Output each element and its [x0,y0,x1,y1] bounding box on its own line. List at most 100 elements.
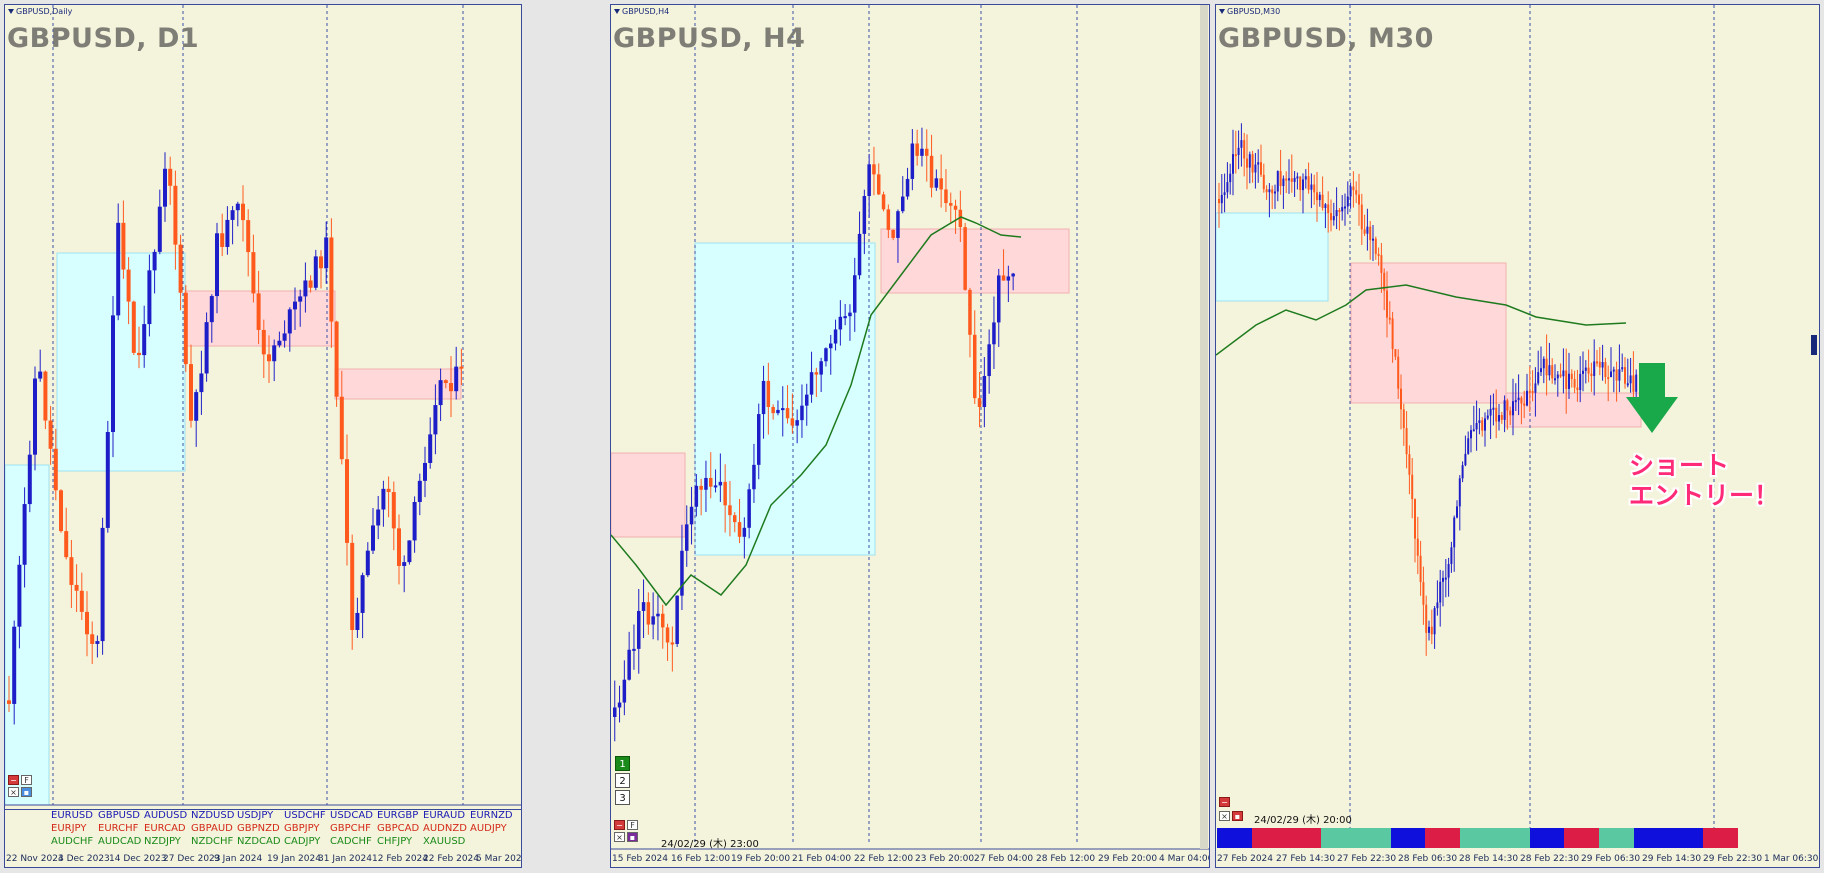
chart-window-d1[interactable]: 22 Nov 2023 4 Dec 2023 14 Dec 2023 27 Dec 2… [4,4,522,868]
candle-body [1629,375,1632,384]
color-panel-button[interactable]: ▪ [21,787,32,797]
currency-pair-eurcad[interactable]: EURCAD [144,823,186,834]
currency-pair-nzdchf[interactable]: NZDCHF [191,836,234,847]
window-title-chip[interactable]: GBPUSD,H4 [614,7,669,16]
candle-body [910,143,915,179]
window-title-chip[interactable]: GBPUSD,Daily [8,7,72,16]
candle-body [1596,361,1598,364]
currency-pair-audnzd[interactable]: AUDNZD [423,823,467,834]
currency-pair-eurnzd[interactable]: EURNZD [470,810,513,821]
chart-window-h4[interactable]: 15 Feb 2024 16 Feb 12:00 19 Feb 20:00 21 Fe… [610,4,1210,868]
candle-body [407,540,412,563]
demand-zone [5,464,50,806]
candle-body [225,219,230,247]
candle-body [178,244,183,293]
candle-body [1307,176,1310,190]
window-title-chip[interactable]: GBPUSD,M30 [1219,7,1280,16]
candlestick-chart-h4[interactable]: 15 Feb 2024 16 Feb 12:00 19 Feb 20:00 21 Fe… [611,5,1209,865]
candle-body [319,256,323,269]
candle-body [838,316,843,330]
currency-pair-nzdusd[interactable]: NZDUSD [191,810,235,821]
x-axis-label: 27 Feb 22:30 [1337,854,1396,864]
candle-body [1218,199,1220,204]
candle-body [1624,367,1626,384]
candle-body [313,256,318,288]
minimize-panel-button[interactable]: − [1219,797,1230,807]
candle-body [1388,317,1391,320]
currency-pair-cadchf[interactable]: CADCHF [330,836,372,847]
x-axis-label: 28 Feb 06:30 [1398,854,1457,864]
candle-body [1352,186,1355,191]
candle-body [329,237,334,322]
currency-pair-cadjpy[interactable]: CADJPY [284,836,321,847]
timeframe-button-1[interactable]: 1 [615,756,630,771]
currency-pair-eurgbp[interactable]: EURGBP [377,810,419,821]
candle-body [958,209,963,228]
currency-pair-audusd[interactable]: AUDUSD [144,810,188,821]
currency-pair-audcad[interactable]: AUDCAD [98,836,142,847]
currency-pair-gbpcad[interactable]: GBPCAD [377,823,420,834]
session-segment [1251,828,1287,848]
minimize-panel-button[interactable]: − [8,775,19,785]
candle-body [833,329,838,344]
currency-pair-usdjpy[interactable]: USDJPY [237,810,274,821]
currency-pair-nzdcad[interactable]: NZDCAD [237,836,281,847]
close-panel-button[interactable]: × [8,787,19,797]
close-panel-button[interactable]: × [1219,811,1230,821]
candle-body [824,348,828,362]
candle-body [1416,538,1419,556]
fix-panel-button[interactable]: F [21,775,32,785]
window-title-label: GBPUSD,Daily [16,7,73,16]
candle-body [637,610,641,649]
candle-body [1422,582,1425,605]
candle-body [1590,373,1593,376]
candle-body [977,398,982,408]
currency-pair-audchf[interactable]: AUDCHF [51,836,94,847]
currency-pair-chfjpy[interactable]: CHFJPY [377,836,413,847]
timeframe-button-2[interactable]: 2 [615,773,630,788]
candle-body [641,602,646,611]
candle-body [59,490,63,532]
candle-body [766,380,771,408]
candle-body [1327,204,1330,214]
candle-body [872,164,876,175]
currency-pair-usdchf[interactable]: USDCHF [284,810,326,821]
candlestick-chart-m30[interactable]: 27 Feb 2024 27 Feb 14:30 27 Feb 22:30 28 Fe… [1216,5,1819,865]
currency-pair-usdcad[interactable]: USDCAD [330,810,373,821]
currency-pair-gbpnzd[interactable]: GBPNZD [237,823,280,834]
currency-pair-nzdjpy[interactable]: NZDJPY [144,836,181,847]
color-panel-button[interactable]: ▪ [627,832,638,842]
currency-pair-eurusd[interactable]: EURUSD [51,810,93,821]
minimize-panel-button[interactable]: − [614,820,625,830]
candle-body [944,189,948,204]
fix-panel-button[interactable]: F [627,820,638,830]
candle-body [412,501,417,541]
candle-body [246,220,251,253]
currency-pair-gbpchf[interactable]: GBPCHF [330,823,371,834]
candle-body [1489,408,1492,416]
candle-body [617,702,622,708]
candle-body [1520,397,1523,404]
color-panel-button[interactable]: ▪ [1232,811,1243,821]
candle-body [1514,400,1517,403]
currency-pair-xauusd[interactable]: XAUUSD [423,836,466,847]
currency-pair-gbpusd[interactable]: GBPUSD [98,810,141,821]
candle-body [1349,186,1352,197]
close-panel-button[interactable]: × [614,832,625,842]
currency-pair-euraud[interactable]: EURAUD [423,810,466,821]
currency-pair-eurjpy[interactable]: EURJPY [51,823,87,834]
candle-body [293,301,297,310]
candle-body [1500,415,1503,420]
currency-pair-eurchf[interactable]: EURCHF [98,823,139,834]
x-axis-label: 4 Mar 04:00 [1159,854,1209,864]
timeframe-button-3[interactable]: 3 [615,790,630,805]
candle-body [53,448,58,491]
currency-pair-audjpy[interactable]: AUDJPY [470,823,507,834]
chart-window-m30[interactable]: 27 Feb 2024 27 Feb 14:30 27 Feb 22:30 28 Fe… [1215,4,1820,868]
candle-body [853,275,857,313]
currency-pair-gbpaud[interactable]: GBPAUD [191,823,233,834]
candle-body [1556,374,1559,379]
candle-body [220,233,225,247]
currency-pair-gbpjpy[interactable]: GBPJPY [284,823,320,834]
